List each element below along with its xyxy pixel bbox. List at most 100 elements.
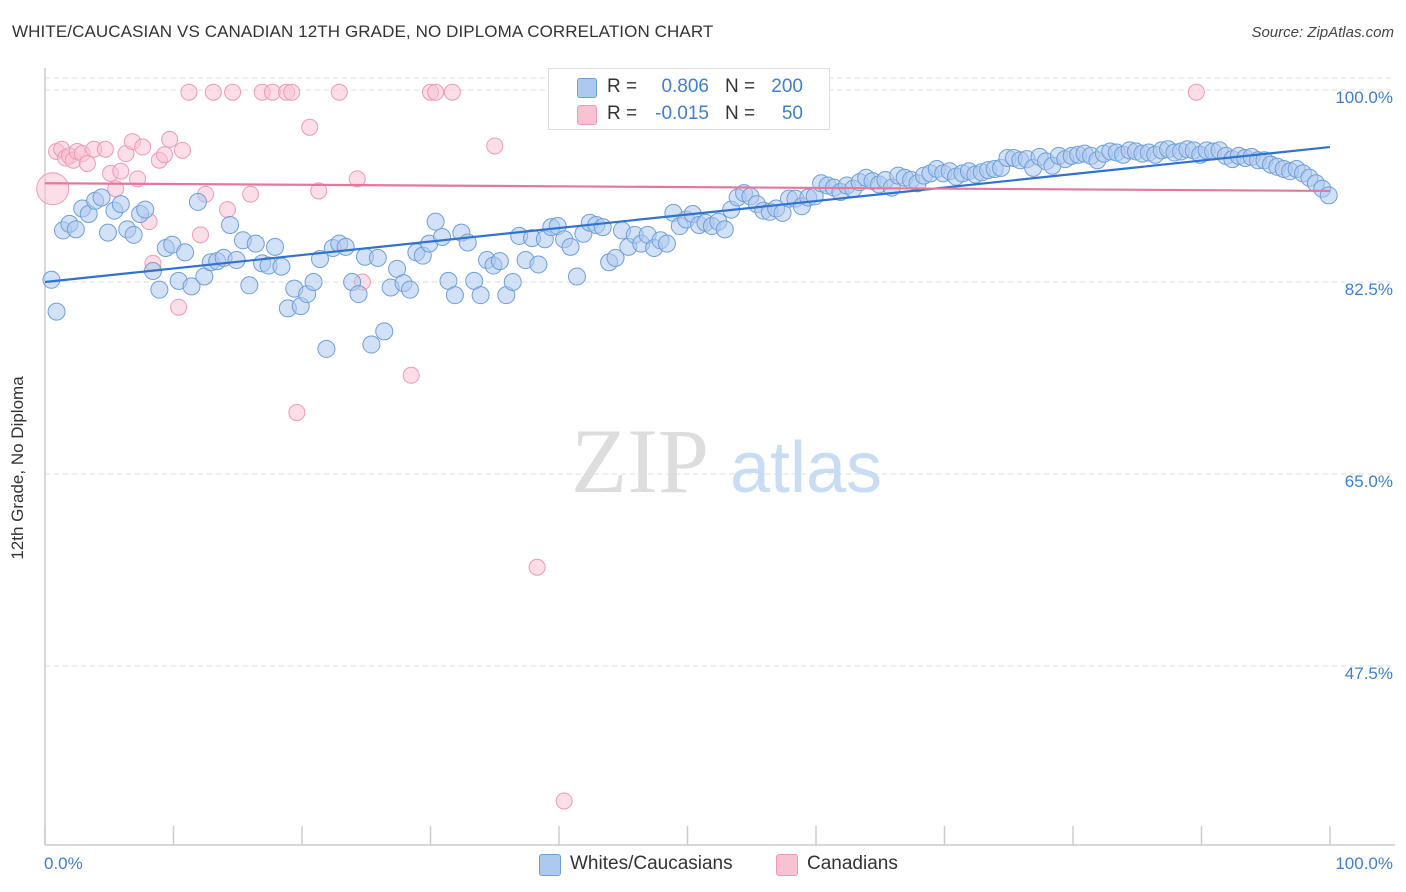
data-point-whites bbox=[246, 234, 265, 253]
legend-label-canadians: Canadians bbox=[807, 853, 898, 874]
data-point-canadians bbox=[170, 298, 188, 316]
source-label: Source: ZipAtlas.com bbox=[1251, 24, 1394, 41]
data-point-whites bbox=[188, 192, 207, 211]
legend-swatch-canadians bbox=[577, 105, 597, 125]
data-point-canadians bbox=[96, 140, 114, 158]
x-tick-label: 100.0% bbox=[1335, 854, 1393, 873]
data-point-canadians bbox=[242, 185, 260, 203]
data-point-canadians bbox=[443, 83, 461, 101]
data-point-whites bbox=[98, 223, 117, 242]
data-point-whites bbox=[433, 228, 452, 247]
series-whites-caucasians bbox=[42, 140, 1338, 358]
data-point-canadians bbox=[402, 366, 420, 384]
data-point-whites bbox=[375, 322, 394, 341]
watermark: ZIP atlas bbox=[571, 410, 882, 512]
legend-r-label: R = bbox=[607, 103, 638, 124]
grid-lines bbox=[45, 77, 1395, 667]
y-tick-label: 65.0% bbox=[1345, 472, 1393, 491]
legend-r-value: -0.015 bbox=[655, 103, 709, 124]
series-canadians bbox=[36, 83, 1205, 810]
data-point-whites bbox=[150, 280, 169, 299]
data-point-whites bbox=[266, 237, 285, 256]
data-point-whites bbox=[66, 220, 85, 239]
data-point-whites bbox=[221, 215, 240, 234]
data-point-canadians bbox=[156, 146, 174, 164]
legend-r-value: 0.806 bbox=[661, 76, 709, 97]
data-point-whites bbox=[715, 220, 734, 239]
data-point-whites bbox=[349, 285, 368, 304]
trend-line-whites bbox=[44, 145, 1331, 284]
y-tick-label: 100.0% bbox=[1335, 88, 1393, 107]
data-point-canadians bbox=[173, 141, 191, 159]
data-point-whites bbox=[310, 249, 329, 268]
data-point-canadians bbox=[427, 83, 445, 101]
data-point-whites bbox=[240, 276, 259, 295]
data-point-canadians bbox=[224, 83, 242, 101]
data-point-canadians bbox=[1187, 83, 1205, 101]
data-point-whites bbox=[336, 237, 355, 256]
data-point-canadians bbox=[310, 182, 328, 200]
data-point-whites bbox=[317, 339, 336, 358]
data-point-whites bbox=[111, 195, 130, 214]
data-point-canadians bbox=[330, 83, 348, 101]
legend-n-value: 200 bbox=[771, 76, 803, 97]
legend-label-whites: Whites/Caucasians bbox=[570, 853, 733, 874]
data-point-whites bbox=[400, 280, 419, 299]
series-legend: Whites/Caucasians Canadians bbox=[0, 852, 1406, 878]
watermark-atlas: atlas bbox=[730, 428, 882, 508]
data-point-whites bbox=[136, 200, 155, 219]
data-point-whites bbox=[567, 267, 586, 286]
data-point-whites bbox=[272, 257, 291, 276]
chart-title: WHITE/CAUCASIAN VS CANADIAN 12TH GRADE, … bbox=[12, 22, 714, 41]
legend-n-value: 50 bbox=[781, 103, 803, 124]
data-point-whites bbox=[1319, 186, 1338, 205]
data-point-whites bbox=[227, 251, 246, 270]
data-point-whites bbox=[445, 286, 464, 305]
x-tick-label: 0.0% bbox=[44, 854, 83, 873]
data-point-canadians bbox=[112, 162, 130, 180]
data-point-canadians bbox=[180, 83, 198, 101]
data-point-whites bbox=[124, 225, 143, 244]
data-point-whites bbox=[593, 218, 612, 237]
correlation-legend: R = 0.806 N = 200 R = -0.015 N = 50 bbox=[548, 68, 830, 130]
data-point-whites bbox=[368, 248, 387, 267]
data-point-whites bbox=[503, 273, 522, 291]
data-point-whites bbox=[471, 286, 490, 305]
tick-labels: 100.0% 82.5% 65.0% 47.5% 0.0% 100.0% bbox=[44, 88, 1393, 873]
y-tick-label: 47.5% bbox=[1345, 664, 1393, 683]
data-point-canadians bbox=[486, 137, 504, 155]
data-point-whites bbox=[490, 252, 509, 271]
data-point-canadians bbox=[161, 130, 179, 148]
watermark-zip: ZIP bbox=[571, 410, 709, 512]
legend-swatch-whites bbox=[577, 78, 597, 98]
trend-lines bbox=[44, 145, 1331, 284]
data-point-whites bbox=[176, 243, 195, 262]
trend-line-canadians bbox=[44, 182, 1331, 193]
data-point-whites bbox=[529, 255, 548, 274]
data-point-canadians bbox=[301, 118, 319, 136]
data-point-canadians bbox=[218, 201, 236, 219]
data-point-canadians bbox=[283, 83, 301, 101]
legend-n-label: N = bbox=[725, 103, 756, 124]
data-point-canadians bbox=[78, 155, 96, 173]
data-point-whites bbox=[606, 248, 625, 267]
data-point-canadians bbox=[134, 138, 152, 156]
data-point-whites bbox=[426, 212, 445, 231]
legend-r-label: R = bbox=[607, 76, 638, 97]
data-point-whites bbox=[362, 335, 381, 354]
data-point-canadians bbox=[288, 404, 306, 422]
data-point-whites bbox=[92, 188, 111, 207]
data-point-canadians bbox=[191, 226, 209, 244]
legend-swatch-whites bbox=[539, 854, 561, 876]
legend-n-label: N = bbox=[725, 76, 756, 97]
data-point-canadians bbox=[36, 172, 70, 206]
data-point-canadians bbox=[555, 792, 573, 810]
data-point-whites bbox=[657, 234, 676, 253]
data-point-whites bbox=[47, 302, 66, 321]
data-point-whites bbox=[304, 273, 323, 291]
data-point-whites bbox=[182, 277, 201, 296]
data-point-canadians bbox=[204, 83, 222, 101]
y-tick-label: 82.5% bbox=[1345, 280, 1393, 299]
legend-swatch-canadians bbox=[776, 854, 798, 876]
